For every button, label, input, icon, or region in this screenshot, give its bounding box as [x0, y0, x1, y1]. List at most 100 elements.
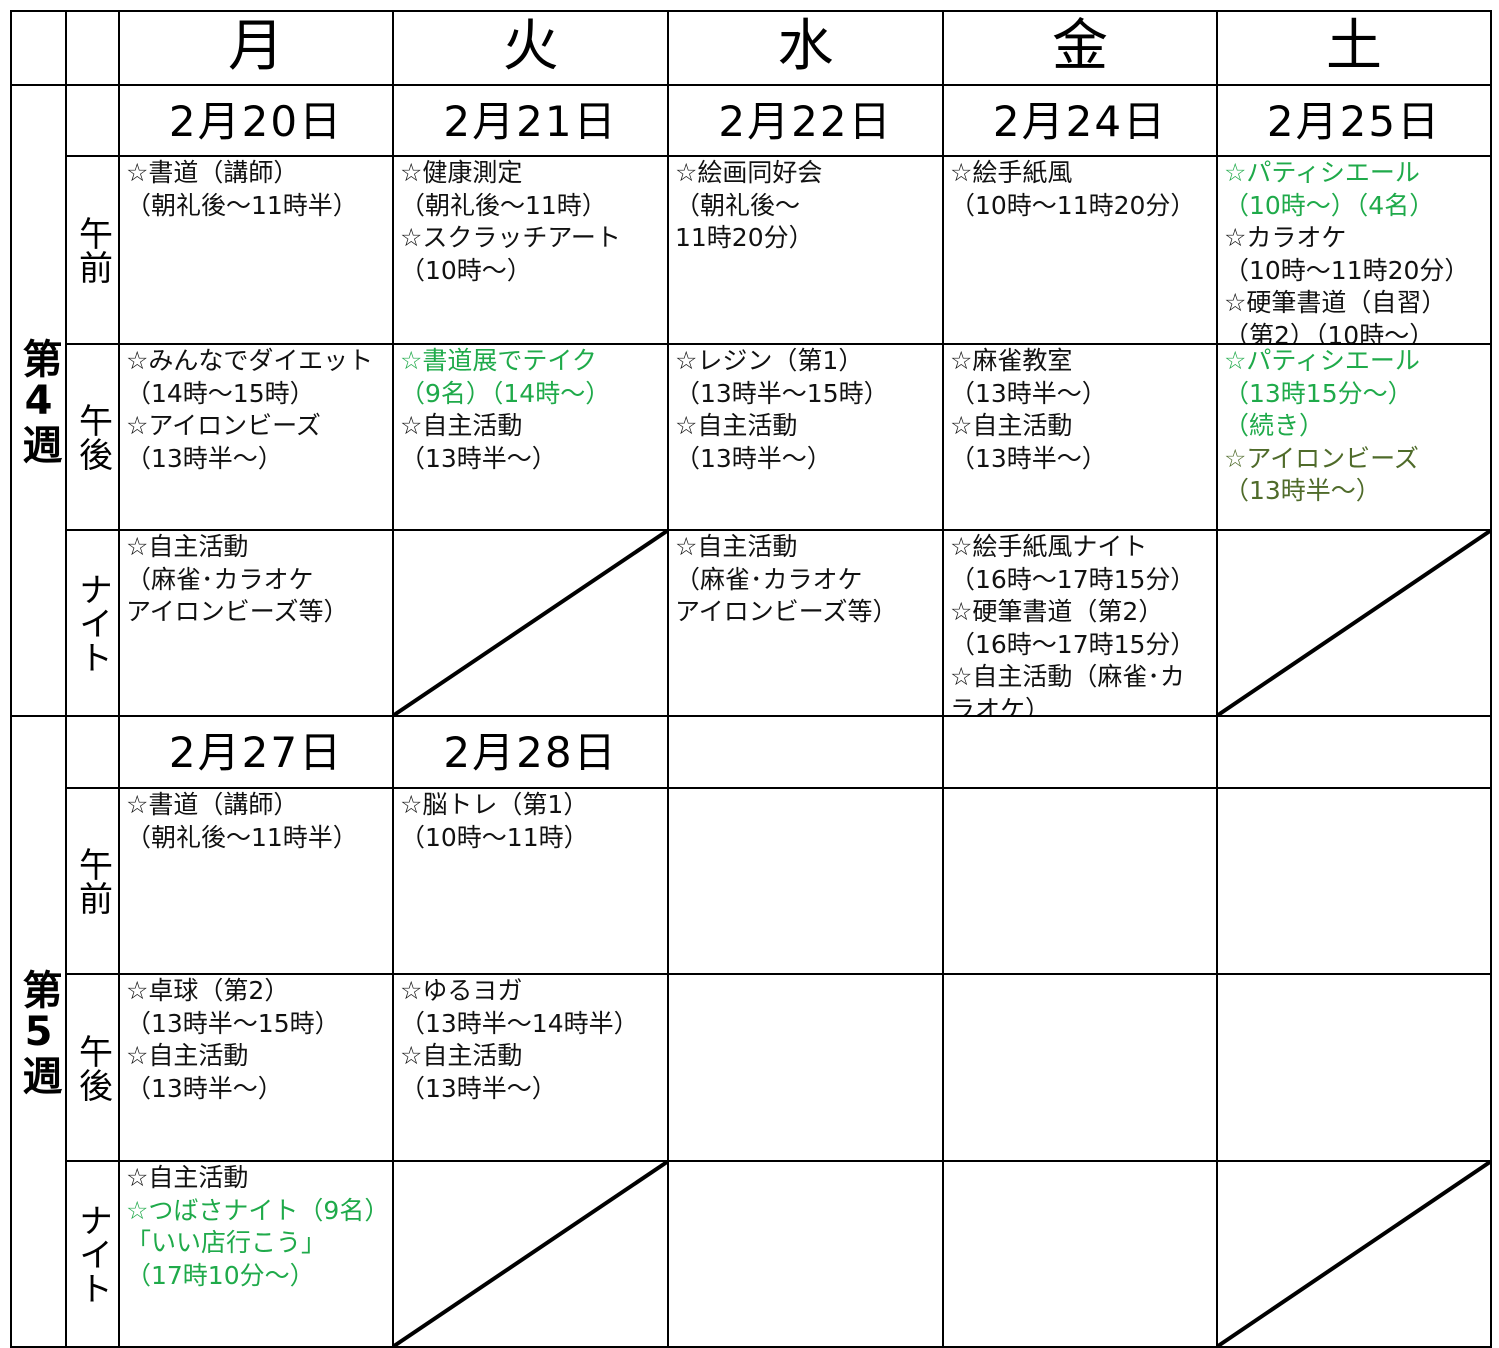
event-line: （13時半～） [400, 443, 557, 473]
schedule-cell [392, 1160, 669, 1348]
period-label-cell: ナイト [65, 529, 120, 717]
day-cell: 土 [1216, 10, 1492, 86]
event-line: ☆自主活動 [950, 411, 1073, 440]
day-label: 月 [228, 14, 284, 79]
event-line: ☆硬筆書道（第2） [950, 597, 1164, 626]
event-line: （16時～17時15分） [950, 629, 1196, 659]
event-line: ☆絵手紙風ナイト [950, 532, 1148, 561]
event-line: ☆硬筆書道（自習） [1224, 288, 1447, 317]
event-line: ☆自主活動 [400, 1041, 523, 1070]
schedule-cell: ☆麻雀教室 （13時半～） ☆自主活動 （13時半～） [942, 343, 1218, 531]
schedule-cell: ☆卓球（第2） （13時半～15時） ☆自主活動 （13時半～） [118, 973, 394, 1162]
diagonal-line [1218, 1162, 1490, 1346]
diagonal-line [394, 531, 667, 715]
day-label: 水 [777, 14, 834, 79]
diagonal [394, 531, 667, 715]
date-label: 2月25日 [1266, 97, 1442, 146]
event-line: 11時20分） [675, 223, 814, 252]
blank-cell [65, 715, 120, 789]
schedule-cell: ☆パティシエール （10時～）（4名） ☆カラオケ （10時～11時20分） ☆硬筆書道… [1216, 155, 1492, 345]
diagonal [1218, 1162, 1490, 1346]
event-line: 「いい店行こう」 [126, 1228, 327, 1257]
date-cell [667, 715, 944, 789]
schedule-cell [1216, 787, 1492, 975]
diagonal-line [1218, 531, 1490, 715]
event-line: （10時～） [400, 255, 532, 285]
event-line: ☆自主活動 [675, 532, 798, 561]
event-line: （朝礼後～11時半） [126, 822, 358, 852]
event-line: ラオケ） [950, 694, 1051, 717]
event-line: （朝礼後～11時半） [126, 190, 358, 220]
event-line: （13時半～） [126, 443, 283, 473]
date-cell: 2月25日 [1216, 84, 1492, 157]
event-line: ☆卓球（第2） [126, 976, 290, 1005]
schedule-cell: ☆レジン（第1） （13時半～15時） ☆自主活動 （13時半～） [667, 343, 944, 531]
event-line: ☆カラオケ [1224, 223, 1347, 252]
schedule-cell [667, 787, 944, 975]
event-line: （9名）（14時～） [400, 378, 611, 408]
event-line: ☆自主活動 [675, 411, 798, 440]
event-line: アイロンビーズ等） [675, 597, 898, 626]
schedule-cell: ☆みんなでダイエット （14時～15時） ☆アイロンビーズ （13時半～） [118, 343, 394, 531]
week-label-cell: 第4週 [10, 84, 67, 717]
diagonal [1218, 531, 1490, 715]
schedule-cell: ☆健康測定 （朝礼後～11時） ☆スクラッチアート （10時～） [392, 155, 669, 345]
date-cell: 2月28日 [392, 715, 669, 789]
event-line: （13時半～） [675, 443, 832, 473]
corner-cell [65, 10, 120, 86]
event-line: （10時～11時20分） [950, 190, 1196, 220]
event-line: ☆健康測定 [400, 158, 523, 187]
event-line: （14時～15時） [126, 378, 315, 408]
date-label: 2月21日 [443, 97, 618, 146]
day-label: 火 [502, 14, 559, 79]
schedule-cell: ☆自主活動 （麻雀･カラオケ アイロンビーズ等） [667, 529, 944, 717]
event-line: ☆ゆるヨガ [400, 976, 523, 1005]
week-label: 第5週 [15, 968, 62, 1095]
diagonal-line [394, 1162, 667, 1346]
period-label-cell: 午後 [65, 973, 120, 1162]
event-line: ☆絵手紙風 [950, 158, 1073, 187]
event-line: ☆書道（講師） [126, 790, 299, 819]
event-line: ☆絵画同好会 [675, 158, 823, 187]
week-label-cell: 第5週 [10, 715, 67, 1348]
event-line: （10時～11時） [400, 822, 589, 852]
period-label: 午前 [72, 216, 113, 284]
diagonal [394, 1162, 667, 1346]
day-cell: 月 [118, 10, 394, 86]
period-label-cell: 午前 [65, 787, 120, 975]
event-line: （朝礼後～11時） [400, 190, 607, 220]
schedule-cell [942, 787, 1218, 975]
event-line: ☆自主活動 [126, 1041, 249, 1070]
event-line: （13時半～） [950, 378, 1107, 408]
date-cell [942, 715, 1218, 789]
schedule-cell: ☆脳トレ（第1） （10時～11時） [392, 787, 669, 975]
event-line: ☆アイロンビーズ [126, 411, 321, 440]
event-line: （13時半～15時） [675, 378, 889, 408]
event-line: （13時半～） [950, 443, 1107, 473]
period-label: ナイト [72, 572, 113, 674]
corner-cell [10, 10, 67, 86]
schedule-cell [1216, 1160, 1492, 1348]
event-line: （13時半～） [1224, 476, 1381, 505]
schedule-cell: ☆自主活動 （麻雀･カラオケ アイロンビーズ等） [118, 529, 394, 717]
event-line: （16時～17時15分） [950, 564, 1196, 594]
schedule-cell [942, 973, 1218, 1162]
event-line: ☆みんなでダイエット [126, 346, 374, 375]
schedule-cell: ☆絵画同好会 （朝礼後～ 11時20分） [667, 155, 944, 345]
event-line: ☆パティシエール [1224, 158, 1420, 187]
period-label: 午後 [72, 1033, 113, 1102]
schedule-cell: ☆書道（講師） （朝礼後～11時半） [118, 787, 394, 975]
date-cell: 2月24日 [942, 84, 1218, 157]
event-line: ☆書道展でテイク [400, 346, 597, 375]
event-line: （13時半～） [126, 1073, 283, 1103]
schedule-cell: ☆書道展でテイク （9名）（14時～） ☆自主活動 （13時半～） [392, 343, 669, 531]
event-line: ☆スクラッチアート [400, 223, 621, 252]
schedule-cell [942, 1160, 1218, 1348]
event-line: （13時半～14時半） [400, 1008, 639, 1038]
day-cell: 金 [942, 10, 1218, 86]
day-cell: 火 [392, 10, 669, 86]
period-label: 午前 [72, 847, 113, 915]
date-label: 2月24日 [992, 97, 1168, 146]
event-line: ☆麻雀教室 [950, 346, 1073, 375]
